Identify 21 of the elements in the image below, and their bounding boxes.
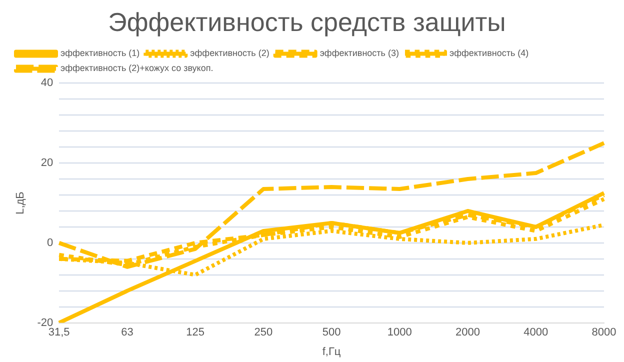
x-tick-label: 4000 — [524, 326, 548, 338]
legend-label: эффективность (2)+кожух со звукоп. — [60, 63, 214, 74]
x-axis-title: f,Гц — [322, 346, 342, 358]
x-tick-label: 250 — [254, 326, 273, 338]
y-tick-label: 20 — [40, 157, 54, 170]
x-tick-label: 2000 — [456, 326, 480, 338]
x-tick-label: 63 — [121, 326, 134, 338]
x-tick-label: 125 — [186, 326, 205, 338]
legend-label: эффективность (1) — [60, 48, 140, 58]
x-tick-label: 1000 — [387, 326, 412, 338]
y-tick-label: 40 — [40, 77, 54, 90]
x-tick-label: 31,5 — [48, 326, 70, 338]
legend-label: эффективность (2) — [190, 48, 270, 58]
y-tick-label: -20 — [37, 316, 54, 329]
legend-label: эффективность (4) — [449, 48, 529, 58]
legend-label: эффективность (3) — [320, 48, 399, 58]
x-tick-label: 500 — [322, 326, 341, 338]
x-tick-label: 8000 — [592, 326, 616, 338]
y-axis-title: L,дБ — [14, 192, 27, 214]
chart-title: Эффективность средств защиты — [108, 6, 506, 37]
y-tick-label: 0 — [46, 236, 54, 249]
